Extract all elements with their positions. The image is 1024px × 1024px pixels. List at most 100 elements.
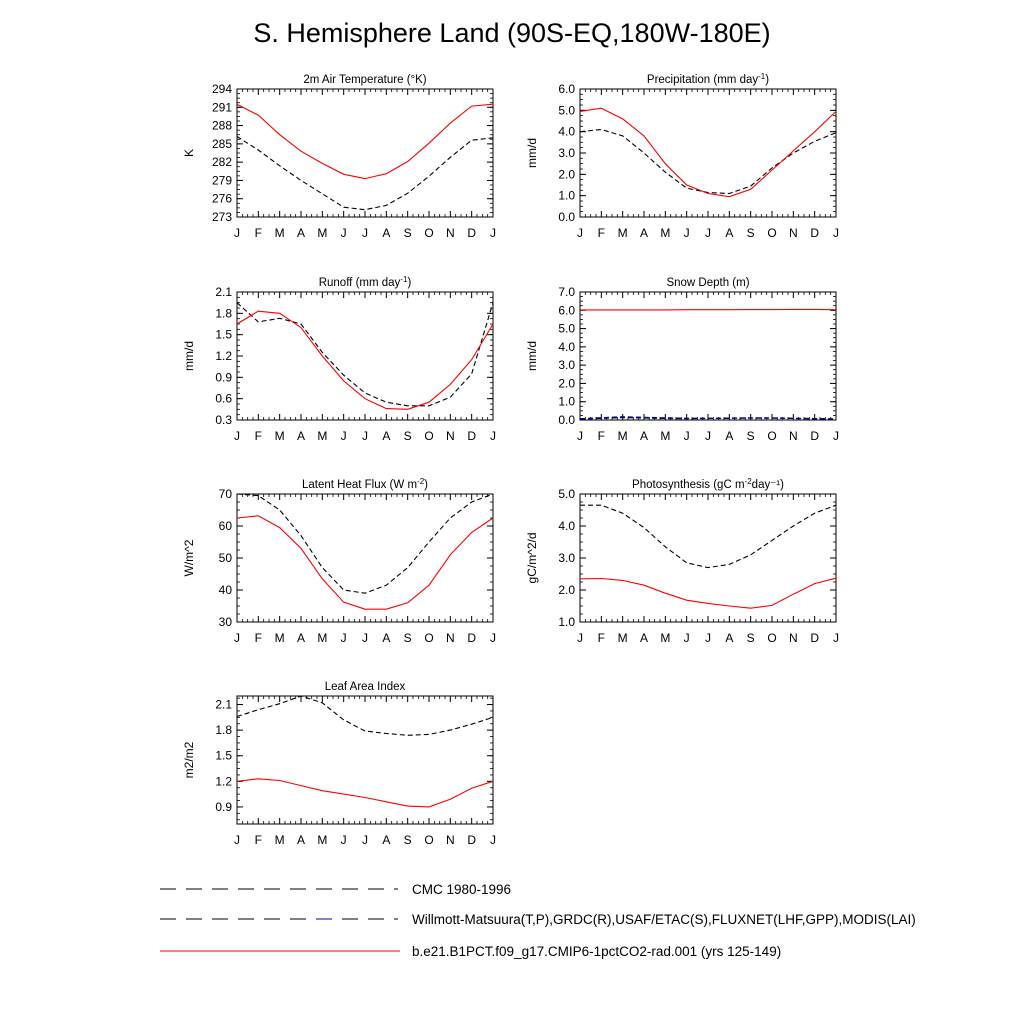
y-tick-label: 291 <box>212 100 232 114</box>
x-tick-label: S <box>404 429 412 443</box>
legend-entry-3: b.e21.B1PCT.f09_g17.CMIP6-1pctCO2-rad.00… <box>160 944 781 959</box>
x-tick-label: O <box>767 429 776 443</box>
chart-panel-6: Photosynthesis (gC m-2day⁻¹)gC/m^2/dJ F M A… <box>525 477 839 646</box>
plot-frame <box>579 493 837 623</box>
plot-frame <box>579 291 837 421</box>
x-tick-label: N <box>446 429 455 443</box>
x-tick-label: A <box>382 631 390 645</box>
x-tick-label: M <box>317 429 327 443</box>
x-tick-label: J <box>577 226 583 240</box>
y-tick-label: 0.3 <box>215 413 232 427</box>
x-tick-label: D <box>467 226 476 240</box>
x-tick-label: A <box>725 429 733 443</box>
y-axis-label: m2/m2 <box>182 741 196 778</box>
x-tick-label: S <box>747 429 755 443</box>
y-tick-label: 282 <box>212 155 232 169</box>
plot-frame <box>236 291 494 421</box>
y-tick-label: 279 <box>212 173 232 187</box>
y-tick-label: 276 <box>212 192 232 206</box>
series-line-2 <box>236 515 494 610</box>
y-tick-label: 1.0 <box>558 395 575 409</box>
x-tick-label: J <box>490 631 496 645</box>
panel-title: Leaf Area Index <box>325 681 406 693</box>
x-tick-label: J <box>684 226 690 240</box>
y-tick-label: 5.0 <box>558 487 575 501</box>
x-tick-label: A <box>640 226 648 240</box>
y-tick-label: 0.9 <box>215 800 232 814</box>
x-tick-label: A <box>297 429 305 443</box>
y-tick-label: 1.5 <box>215 328 232 342</box>
series-line-2 <box>236 310 494 410</box>
y-tick-label: 288 <box>212 119 232 133</box>
series-line-3 <box>580 308 837 311</box>
x-tick-label: J <box>684 631 690 645</box>
y-tick-label: 1.8 <box>215 723 232 737</box>
x-tick-label: A <box>725 226 733 240</box>
y-tick-label: 1.2 <box>215 774 232 788</box>
x-tick-label: J <box>362 631 368 645</box>
x-tick-label: S <box>404 833 412 847</box>
x-tick-label: O <box>424 833 433 847</box>
x-tick-label: D <box>810 226 819 240</box>
series-line-1 <box>236 302 494 407</box>
series-line-2 <box>579 107 837 198</box>
x-tick-label: J <box>341 833 347 847</box>
y-tick-label: 1.0 <box>558 615 575 629</box>
chart-panel-3: Runoff (mm day-1)mm/dJ F M A M J J A S O N D J0.30.6… <box>182 275 496 444</box>
legend: CMC 1980-1996 Willmott-Matsuura(T,P),GRDC… <box>160 882 916 959</box>
x-tick-label: F <box>255 833 262 847</box>
x-tick-label: J <box>234 429 240 443</box>
x-tick-label: J <box>234 226 240 240</box>
x-tick-label: J <box>362 429 368 443</box>
y-tick-label: 2.0 <box>558 583 575 597</box>
x-tick-label: F <box>598 226 605 240</box>
x-tick-label: J <box>341 226 347 240</box>
x-tick-label: A <box>640 429 648 443</box>
x-tick-label: M <box>317 631 327 645</box>
x-tick-label: N <box>789 226 798 240</box>
x-tick-label: J <box>341 429 347 443</box>
x-tick-label: J <box>341 631 347 645</box>
x-tick-label: J <box>234 833 240 847</box>
x-tick-label: N <box>789 631 798 645</box>
x-tick-label: A <box>297 226 305 240</box>
x-tick-label: M <box>618 429 628 443</box>
x-tick-label: O <box>424 226 433 240</box>
x-tick-label: J <box>833 429 839 443</box>
series-line-1 <box>236 136 494 211</box>
x-tick-label: M <box>275 226 285 240</box>
y-tick-label: 0.6 <box>215 392 232 406</box>
y-tick-label: 4.0 <box>558 340 575 354</box>
x-tick-label: D <box>467 429 476 443</box>
y-tick-label: 1.8 <box>215 306 232 320</box>
y-axis-label: K <box>182 149 196 157</box>
series-line-2 <box>236 778 494 808</box>
x-tick-label: M <box>660 429 670 443</box>
chart-panel-4: Snow Depth (m)mm/dJ F M A M J J A S O N D J0.01.02.0… <box>525 277 839 443</box>
x-tick-label: J <box>362 226 368 240</box>
panel-title: Snow Depth (m) <box>666 277 749 289</box>
y-tick-label: 3.0 <box>558 146 575 160</box>
y-tick-label: 50 <box>219 551 233 565</box>
y-tick-label: 1.0 <box>558 189 575 203</box>
x-tick-label: O <box>767 226 776 240</box>
x-tick-label: J <box>362 833 368 847</box>
y-tick-label: 2.1 <box>215 698 232 712</box>
y-tick-label: 285 <box>212 137 232 151</box>
y-tick-label: 6.0 <box>558 303 575 317</box>
y-axis-label: mm/d <box>182 341 196 371</box>
x-tick-label: O <box>767 631 776 645</box>
series-line-2 <box>579 416 837 420</box>
x-tick-label: S <box>404 226 412 240</box>
legend-label: CMC 1980-1996 <box>412 882 511 897</box>
plot-frame <box>236 695 494 825</box>
x-tick-label: D <box>467 833 476 847</box>
x-tick-label: J <box>705 429 711 443</box>
legend-label: b.e21.B1PCT.f09_g17.CMIP6-1pctCO2-rad.00… <box>412 944 781 959</box>
series-line-2 <box>236 103 494 180</box>
x-tick-label: A <box>382 833 390 847</box>
y-axis-label: gC/m^2/d <box>525 533 539 584</box>
y-tick-label: 4.0 <box>558 519 575 533</box>
x-tick-label: J <box>577 429 583 443</box>
